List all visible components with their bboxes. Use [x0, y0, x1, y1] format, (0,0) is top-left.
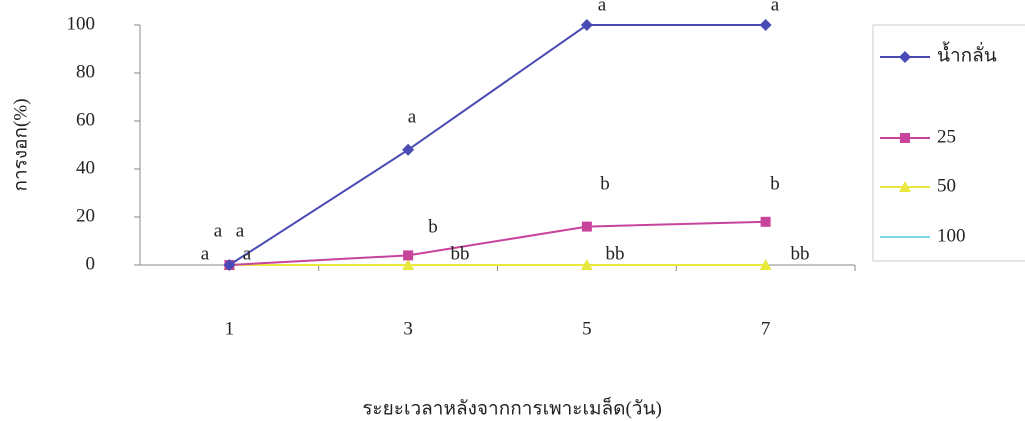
x-tick-label: 7	[761, 318, 771, 339]
data-point	[580, 259, 593, 270]
data-point	[759, 259, 772, 270]
data-point	[580, 19, 593, 31]
data-point	[402, 143, 415, 156]
annotation: bb	[606, 243, 625, 264]
legend-label: 50	[937, 175, 956, 196]
x-tick-label: 3	[403, 318, 413, 339]
annotation: a	[214, 220, 223, 241]
annotation: a	[236, 220, 245, 241]
data-point	[760, 216, 771, 227]
x-tick-label: 5	[582, 318, 592, 339]
annotation: bb	[451, 243, 470, 264]
legend-marker	[900, 133, 910, 143]
y-axis-label: การงอก(%)	[10, 98, 31, 191]
annotation: a	[598, 0, 607, 15]
annotation: a	[771, 0, 780, 15]
y-tick-label: 60	[76, 109, 95, 130]
series-line	[229, 220, 766, 266]
series-line	[228, 24, 766, 266]
legend-marker	[899, 51, 911, 63]
legend-label: 100	[937, 225, 966, 246]
annotation: a	[201, 243, 210, 264]
y-tick-label: 20	[76, 205, 95, 226]
annotation: a	[408, 106, 417, 127]
annotation: b	[600, 173, 610, 194]
legend-label: น้ำกลั่น	[937, 41, 997, 66]
annotation: b	[428, 216, 438, 237]
annotation: b	[770, 173, 780, 194]
annotation: a	[243, 243, 252, 264]
data-point	[223, 259, 236, 271]
legend-marker	[899, 181, 911, 192]
y-tick-label: 100	[67, 13, 96, 34]
legend-label: 25	[937, 126, 956, 147]
data-point	[403, 250, 414, 261]
data-point	[581, 221, 592, 232]
data-point	[402, 259, 415, 270]
x-tick-label: 1	[225, 318, 235, 339]
y-tick-label: 40	[76, 157, 95, 178]
y-tick-label: 80	[76, 61, 95, 82]
y-tick-label: 0	[86, 253, 96, 274]
annotation: bb	[791, 243, 810, 264]
legend-box	[872, 24, 1025, 262]
data-point	[759, 19, 772, 31]
x-axis-label: ระยะเวลาหลังจากการเพาะเมล็ด(วัน)	[362, 395, 662, 419]
